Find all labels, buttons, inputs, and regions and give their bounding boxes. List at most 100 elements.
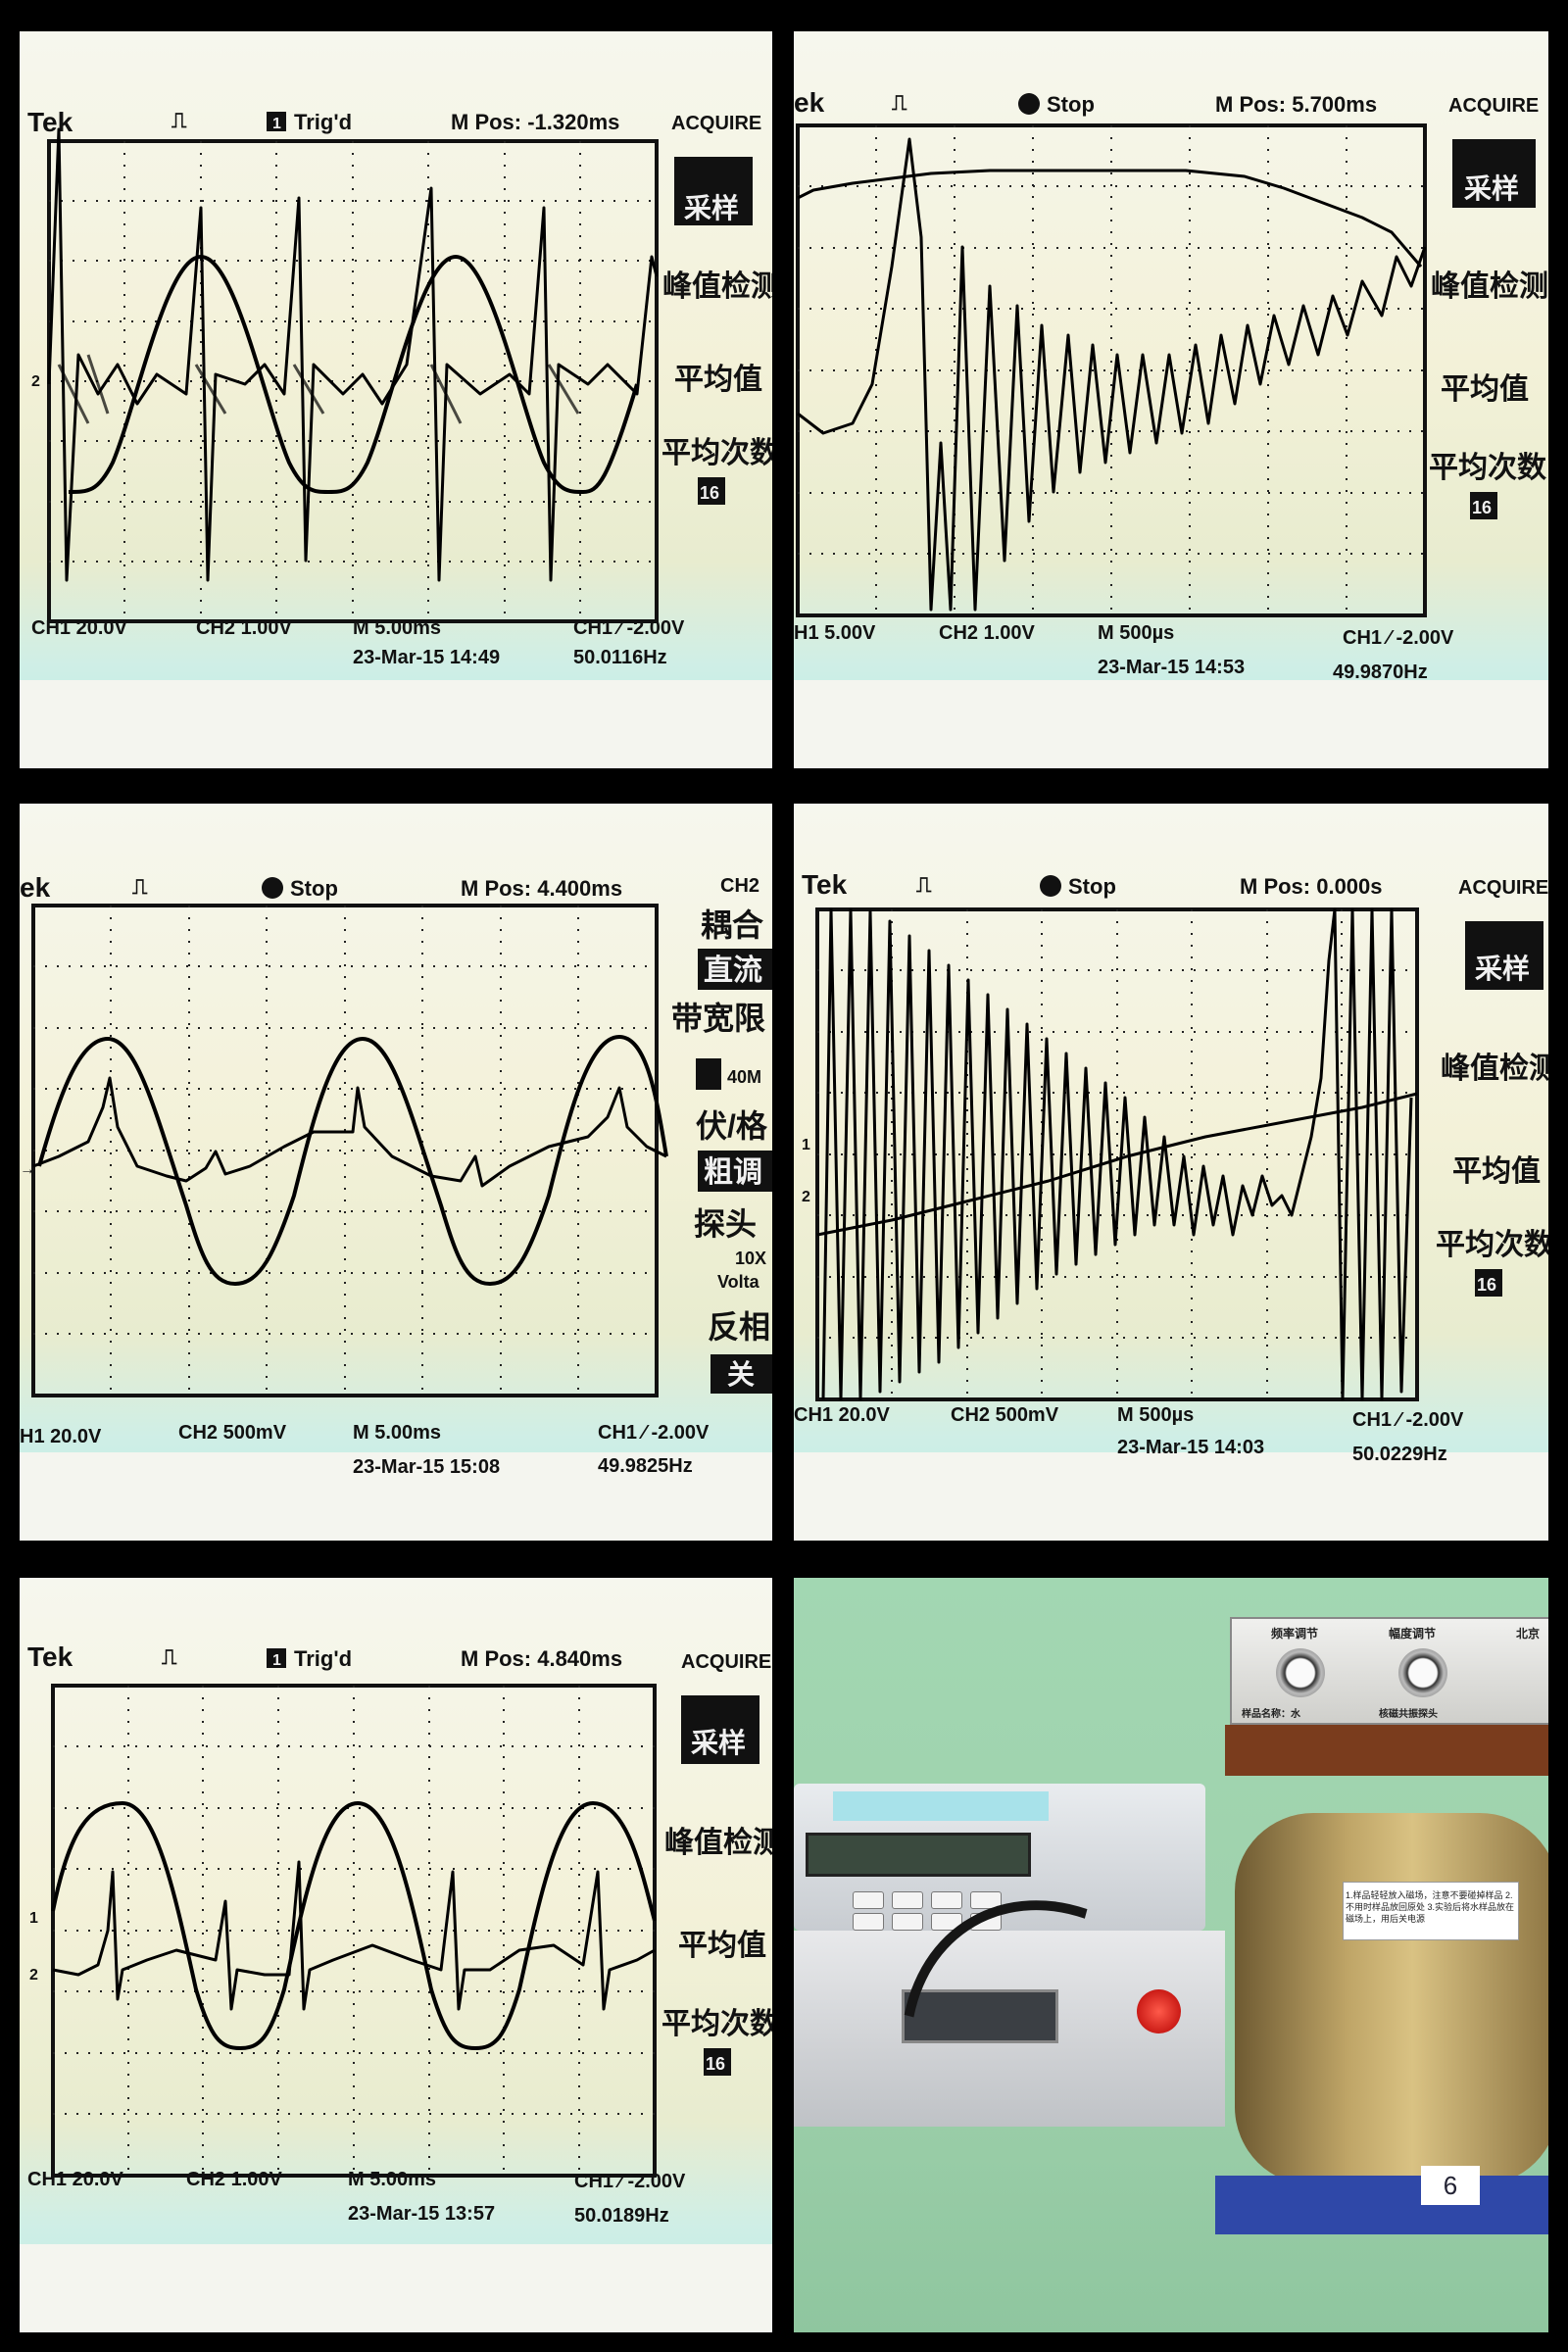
m-pos-readout: M Pos: -1.320ms: [451, 110, 619, 134]
menu-item-average[interactable]: 平均值: [1441, 373, 1529, 406]
menu-item-average[interactable]: 平均值: [1452, 1155, 1541, 1188]
device-button[interactable]: [970, 1891, 1002, 1909]
probe-value: 10X: [735, 1249, 766, 1268]
location-label: 北京: [1516, 1627, 1541, 1641]
brand-label: Tek: [27, 1642, 74, 1672]
acquire-menu: 采样 峰值检测 平均值 平均次数 16: [1436, 921, 1548, 1297]
ch1-scale: CH1 20.0V: [31, 617, 127, 639]
stop-icon: [1040, 875, 1061, 897]
device-button[interactable]: [931, 1913, 962, 1931]
menu-title: ACQUIRE: [681, 1651, 771, 1673]
ch2-marker: 2: [802, 1189, 810, 1205]
menu-item-sample[interactable]: 采样: [691, 1727, 746, 1758]
menu-item-bw-limit[interactable]: 带宽限: [671, 1001, 765, 1036]
ch2-scale: CH2 1.00V: [939, 622, 1035, 644]
menu-item-peak[interactable]: 峰值检测: [1441, 1052, 1548, 1085]
date-time: 23-Mar-15 14:49: [353, 647, 500, 668]
avg-count-value: 16: [700, 483, 719, 503]
trigger-icon: ⎍: [132, 874, 148, 899]
trigger-status: Stop: [290, 876, 338, 901]
acquire-menu: 采样 峰值检测 平均值 平均次数 16: [662, 1695, 772, 2076]
scope-tile-2: ek ⎍ Stop M Pos: 5.700ms ACQUIRE 采样 峰值检测…: [794, 31, 1548, 768]
sample-label: 样品名称：水: [1242, 1709, 1300, 1720]
graticule-grid: [49, 141, 657, 621]
menu-item-probe[interactable]: 探头: [694, 1206, 757, 1242]
menu-item-avg-count[interactable]: 平均次数: [1429, 452, 1547, 484]
device-button[interactable]: [892, 1913, 923, 1931]
scope-screen-5: Tek ⎍ 1 Trig'd M Pos: 4.840ms ACQUIRE 1 …: [27, 1642, 772, 2227]
device-button[interactable]: [853, 1913, 884, 1931]
trigger-level: CH1 ⁄ -2.00V: [1352, 1409, 1464, 1431]
ch1-trace: [816, 1092, 1418, 1237]
frequency: 49.9825Hz: [598, 1455, 693, 1477]
trigger-status: Trig'd: [294, 1646, 352, 1671]
ch2-menu: 耦合 直流 带宽限 40M 伏/格 粗调 探头 10X Volta 反相 关: [671, 907, 772, 1394]
menu-item-peak[interactable]: 峰值检测: [662, 270, 772, 303]
brand-label: ek: [20, 872, 51, 903]
coupling-value: 直流: [704, 955, 762, 987]
ch2-marker: →: [20, 1161, 35, 1178]
graticule-grid: [798, 125, 1425, 615]
probe-mode: Volta: [717, 1272, 760, 1292]
m-pos-readout: M Pos: 4.840ms: [461, 1646, 622, 1671]
frequency-knob-icon[interactable]: [1276, 1648, 1325, 1697]
trigger-level: CH1 ⁄ -2.00V: [573, 617, 685, 639]
device-button[interactable]: [931, 1891, 962, 1909]
trigger-status: Trig'd: [294, 110, 352, 134]
acquire-menu: 采样 峰值检测 平均值 平均次数 16: [1429, 139, 1548, 519]
ch1-trace: [51, 1801, 657, 2050]
ch2-trace: [52, 1860, 656, 2011]
ch2-marker: 2: [29, 1967, 38, 1984]
device-display: [806, 1833, 1031, 1877]
menu-item-volts-div[interactable]: 伏/格: [696, 1108, 768, 1144]
probe-label: 核磁共振探头: [1379, 1709, 1438, 1720]
volts-div-value: 粗调: [704, 1156, 762, 1189]
ch1-scale: H1 5.00V: [794, 622, 876, 644]
power-button-icon[interactable]: [1137, 1989, 1181, 2034]
amplitude-knob-icon[interactable]: [1398, 1648, 1447, 1697]
menu-item-avg-count[interactable]: 平均次数: [1436, 1229, 1548, 1261]
brand-label: Tek: [802, 869, 848, 900]
knob-label-amplitude: 幅度调节: [1389, 1627, 1437, 1641]
ch1-trace: [797, 169, 1423, 268]
avg-count-value: 16: [706, 2054, 725, 2074]
menu-item-peak[interactable]: 峰值检测: [1431, 270, 1548, 303]
graticule-grid: [33, 906, 657, 1396]
menu-item-coupling[interactable]: 耦合: [701, 907, 763, 943]
device-button[interactable]: [892, 1891, 923, 1909]
menu-title: ACQUIRE: [1458, 877, 1548, 899]
menu-item-average[interactable]: 平均值: [674, 364, 762, 396]
instruction-card: [1343, 1882, 1519, 1940]
frequency: 50.0229Hz: [1352, 1444, 1447, 1465]
knob-label-frequency: 频率调节: [1271, 1627, 1319, 1641]
trigger-icon: ⎍: [162, 1644, 177, 1669]
menu-item-peak[interactable]: 峰值检测: [664, 1826, 772, 1859]
menu-item-sample[interactable]: 采样: [1475, 953, 1530, 984]
trigger-level: CH1 ⁄ -2.00V: [1343, 627, 1454, 649]
ch1-scale: CH1 20.0V: [794, 1404, 890, 1426]
ch1-trace: [68, 255, 639, 494]
device-button[interactable]: [853, 1891, 884, 1909]
ch1-scale: H1 20.0V: [20, 1426, 102, 1447]
trigger-icon: ⎍: [916, 872, 932, 897]
timebase: M 500µs: [1098, 622, 1174, 644]
menu-item-sample[interactable]: 采样: [684, 192, 739, 223]
scope-screen-2: ek ⎍ Stop M Pos: 5.700ms ACQUIRE 采样 峰值检测…: [794, 87, 1548, 683]
trigger-icon: ⎍: [892, 90, 907, 115]
frequency: 50.0189Hz: [574, 2205, 669, 2227]
menu-item-invert[interactable]: 反相: [708, 1309, 770, 1345]
invert-value: 关: [727, 1359, 755, 1390]
device-button[interactable]: [970, 1913, 1002, 1931]
menu-item-average[interactable]: 平均值: [678, 1930, 766, 1962]
menu-item-sample[interactable]: 采样: [1464, 172, 1519, 204]
device-label-strip: [833, 1791, 1049, 1821]
scope-tile-1: Tek ⎍ 1 Trig'd M Pos: -1.320ms ACQUIRE 2…: [20, 31, 772, 768]
ch1-trace: [37, 1035, 668, 1286]
menu-item-avg-count[interactable]: 平均次数: [662, 437, 772, 469]
timebase: M 5.00ms: [353, 617, 441, 639]
instruction-text: 1.样品轻轻放入磁场，注意不要碰掉样品 2.不用时样品放回原处 3.实验后将水样…: [1346, 1890, 1515, 1924]
timebase: M 5.00ms: [348, 2169, 436, 2190]
menu-item-avg-count[interactable]: 平均次数: [662, 2008, 772, 2040]
m-pos-readout: M Pos: 4.400ms: [461, 876, 622, 901]
bw-limit-value: 40M: [727, 1067, 761, 1087]
